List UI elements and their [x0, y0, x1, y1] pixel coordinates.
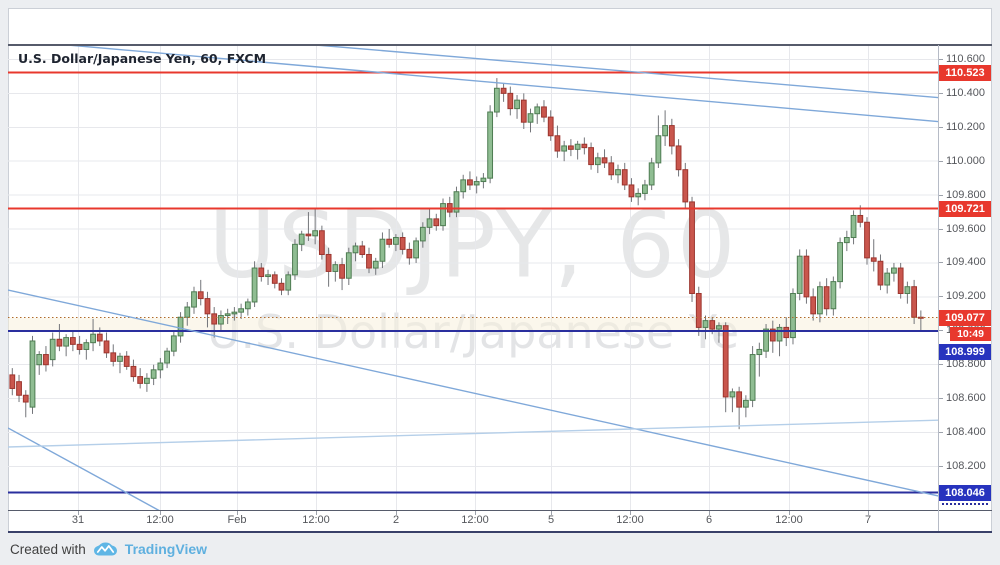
tradingview-link[interactable]: TradingView — [124, 541, 208, 557]
chart-card — [8, 8, 992, 533]
time-tick-mark — [396, 511, 397, 515]
time-tick-label: 31 — [71, 514, 85, 526]
time-tick-label: 6 — [705, 514, 713, 526]
time-tick-label: 2 — [392, 514, 400, 526]
price-tick-label: 110.600 — [938, 52, 992, 67]
price-tick-label: 109.600 — [938, 222, 992, 237]
time-tick-mark — [551, 511, 552, 515]
price-tick-label: 108.200 — [938, 459, 992, 474]
price-tick-label: 109.200 — [938, 289, 992, 304]
plot-layers — [8, 45, 938, 511]
time-tick-label: 12:00 — [616, 514, 644, 526]
trendline — [67, 45, 938, 123]
countdown-badge: 10:49 — [950, 326, 991, 341]
time-tick-label: 12:00 — [146, 514, 174, 526]
price-tick-label: 108.400 — [938, 425, 992, 440]
trendline — [8, 289, 938, 497]
price-badge-108.046: 108.046 — [939, 484, 991, 501]
price-band — [8, 317, 938, 331]
time-tick-mark — [630, 511, 631, 515]
time-tick-mark — [316, 511, 317, 515]
time-axis[interactable]: 31 12:00 Feb 12:00 2 12:00 5 12:00 6 12:00 7 — [8, 511, 938, 531]
time-axis-divider — [8, 510, 992, 511]
price-tick-label: 110.400 — [938, 86, 992, 101]
time-tick-mark — [709, 511, 710, 515]
price-badge-108.999: 108.999 — [939, 343, 991, 360]
candles-series[interactable] — [9, 78, 924, 430]
price-tick-label: 110.200 — [938, 120, 992, 135]
trendline — [8, 419, 938, 448]
trendline — [8, 427, 160, 510]
price-tick-label: 109.400 — [938, 255, 992, 270]
time-tick-label: 12:00 — [302, 514, 330, 526]
time-tick-mark — [475, 511, 476, 515]
tradingview-cloud-icon[interactable] — [93, 541, 118, 558]
price-badge-110.523: 110.523 — [939, 64, 991, 81]
price-tick-label: 110.000 — [938, 154, 992, 169]
time-tick-label: Feb — [227, 514, 247, 526]
price-axis-divider — [938, 45, 939, 531]
price-badge-109.077: 109.077 — [939, 309, 991, 326]
time-tick-mark — [789, 511, 790, 515]
time-tick-mark — [237, 511, 238, 515]
time-tick-label: 7 — [864, 514, 872, 526]
support-level-dashes — [942, 502, 988, 505]
candlestick-chart[interactable] — [8, 8, 938, 531]
attribution: Created with TradingView — [10, 538, 207, 560]
created-with-label: Created with — [10, 541, 86, 557]
time-tick-label: 12:00 — [461, 514, 489, 526]
price-tick-label: 108.600 — [938, 391, 992, 406]
time-tick-mark — [160, 511, 161, 515]
chart-legend-title[interactable]: U.S. Dollar/Japanese Yen, 60, FXCM — [18, 51, 267, 66]
trendlines[interactable] — [8, 45, 938, 511]
price-tick-label: 109.800 — [938, 188, 992, 203]
plot-top-border — [8, 44, 992, 46]
price-tick-label: 108.800 — [938, 357, 992, 372]
time-tick-mark — [78, 511, 79, 515]
price-badge-109.721: 109.721 — [939, 200, 991, 217]
price-axis[interactable]: 110.600 110.400 110.200 110.000 109.800 109.6… — [938, 8, 992, 531]
time-tick-label: 5 — [547, 514, 555, 526]
horizontal-lines[interactable] — [8, 71, 938, 494]
trendline — [315, 45, 938, 99]
grid — [8, 45, 938, 510]
time-tick-mark — [868, 511, 869, 515]
time-tick-label: 12:00 — [775, 514, 803, 526]
card-bottom-border — [8, 531, 992, 533]
